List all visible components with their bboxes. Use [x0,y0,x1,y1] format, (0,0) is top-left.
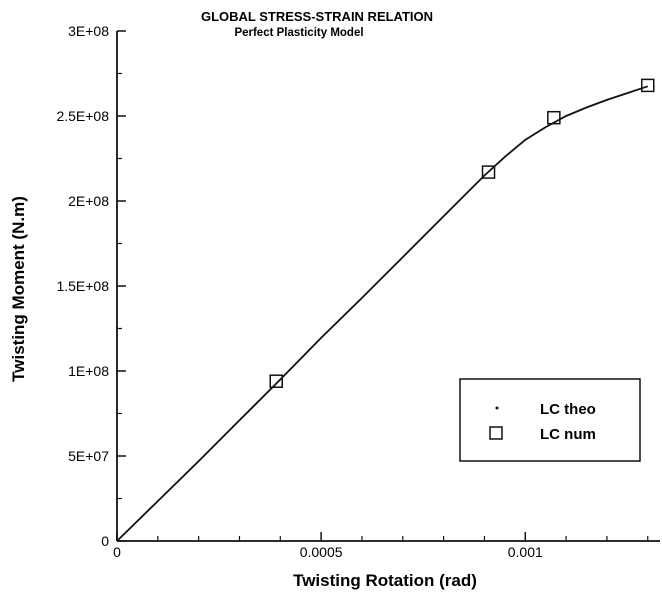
legend-marker-lc-num [489,426,503,440]
legend-marker-lc-theo [495,406,499,410]
y-tick-label: 1E+08 [68,363,109,379]
legend-label-lc-theo: LC theo [540,401,596,418]
series-lc-num-point [547,110,561,125]
x-axis-label: Twisting Rotation (rad) [293,571,477,590]
legend-label-lc-num: LC num [540,426,596,443]
series-lc-num-point [641,78,655,93]
x-tick-label: 0.0005 [300,544,343,560]
x-tick-label: 0 [113,544,121,560]
y-tick-label: 2E+08 [68,193,109,209]
chart-title: GLOBAL STRESS-STRAIN RELATION [201,9,433,24]
y-tick-label: 3E+08 [68,23,109,39]
legend-box [459,378,641,462]
chart-subtitle: Perfect Plasticity Model [234,27,363,39]
y-axis-label: Twisting Moment (N.m) [9,196,28,382]
plot-area: 0 5E+07 1E+08 1.5E+08 2E+08 2.5E+08 3E+08 0 0.00… [56,23,660,560]
y-tick-label: 2.5E+08 [56,108,109,124]
y-tick-label: 1.5E+08 [56,278,109,294]
y-tick-label: 5E+07 [68,448,109,464]
series-lc-num-point [481,165,496,179]
series-lc-num-point [269,374,283,388]
y-tick-label: 0 [101,533,109,549]
x-tick-label: 0.001 [508,544,543,560]
series-lc-theo-line [116,85,649,542]
legend: LC theo LC num [459,378,641,462]
